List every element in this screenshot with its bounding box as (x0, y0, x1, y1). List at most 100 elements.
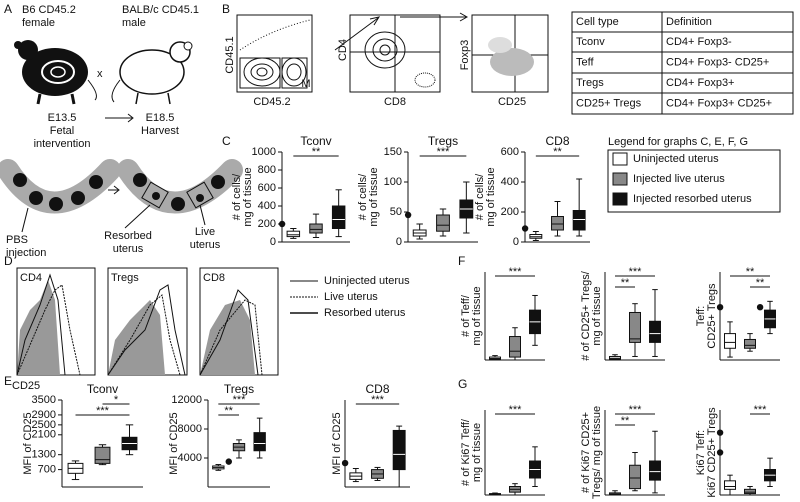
chart-title: Tconv (300, 134, 331, 148)
significance-label: ** (312, 146, 321, 158)
uterus-left (0, 159, 121, 214)
y-tick-label: 600 (258, 182, 276, 194)
outlier (225, 458, 232, 465)
significance-label: * (114, 394, 119, 406)
box (509, 336, 521, 358)
table-header: Definition (666, 16, 712, 28)
y-tick-label: 0 (396, 236, 402, 248)
arrow-head (127, 113, 134, 123)
significance-label: *** (629, 404, 643, 416)
chart-title: Tconv (87, 382, 118, 396)
panel-letter: B (222, 2, 230, 16)
box (649, 320, 661, 343)
y-axis-label: MFI of CD25 (331, 412, 343, 474)
flow-plot-3 (471, 14, 549, 93)
y-axis-label: # of CD25+ Tregs/ (580, 270, 592, 361)
axis-label: Foxp3 (459, 40, 471, 71)
chart-title: CD8 (365, 382, 389, 396)
table-cell: Teff (576, 56, 594, 68)
significance-label: *** (233, 394, 247, 406)
box (253, 432, 266, 452)
label: uterus (190, 239, 221, 251)
significance-label: *** (509, 266, 523, 278)
table-cell: Tconv (576, 36, 605, 48)
legend-label: Injected resorbed uterus (633, 193, 752, 205)
legend-label: Injected live uterus (633, 173, 725, 185)
panel-letter: D (4, 254, 13, 268)
significance-label: ** (756, 277, 765, 289)
label: Harvest (141, 125, 179, 137)
y-tick-label: 600 (501, 146, 519, 158)
box (572, 210, 586, 231)
box (629, 311, 641, 343)
y-tick-label: 100 (384, 176, 402, 188)
table-cell: Tregs (576, 77, 604, 89)
box (629, 464, 641, 490)
label: PBS (6, 234, 28, 246)
outlier (756, 304, 764, 311)
table-frame (571, 11, 794, 115)
outlier (521, 225, 529, 232)
y-tick-label: 400 (501, 176, 519, 188)
y-tick-label: 0 (513, 236, 519, 248)
table-header: Cell type (576, 16, 619, 28)
outlier (716, 449, 724, 456)
y-axis-label: # of Teff/ (460, 294, 472, 337)
outlier (341, 459, 349, 467)
outlier (716, 429, 724, 436)
significance-label: ** (746, 266, 755, 278)
y-axis-label: Teff: (695, 306, 707, 327)
table-cell: CD4+ Foxp3+ CD25+ (666, 97, 772, 109)
label: injection (6, 247, 46, 259)
y-axis-label: mg of tissue (471, 423, 483, 482)
histogram-tregs (107, 267, 188, 376)
y-tick-label: 1000 (252, 146, 276, 158)
y-tick-label: 200 (501, 206, 519, 218)
box (744, 338, 756, 349)
axis-label: CD4 (337, 39, 349, 61)
y-tick-label: 50 (390, 206, 402, 218)
y-tick-label: 700 (38, 464, 56, 476)
y-axis-label: # of cells/ (231, 173, 243, 220)
outlier (404, 211, 412, 219)
y-tick-label: 1300 (32, 449, 56, 461)
histogram-title: Tregs (111, 272, 139, 284)
mouse-male (111, 41, 193, 105)
panel-letter: C (222, 134, 231, 148)
y-tick-label: 4000 (178, 452, 202, 464)
flow-plot-1 (236, 14, 313, 93)
panel-letter: G (458, 377, 467, 391)
label: female (22, 17, 55, 29)
box (94, 446, 111, 464)
y-tick-label: 12000 (171, 394, 202, 406)
significance-label: *** (629, 266, 643, 278)
y-tick-label: 150 (384, 146, 402, 158)
legend-label: Uninjected uterus (324, 275, 410, 287)
label: x (97, 68, 103, 80)
chart-title: Tregs (428, 134, 458, 148)
panel-letter: E (4, 374, 12, 388)
significance-label: *** (509, 404, 523, 416)
box (392, 429, 406, 471)
significance-label: ** (621, 277, 630, 289)
y-axis-label: # of Ki67 CD25+ (580, 412, 592, 493)
box (286, 230, 301, 238)
label: Fetal (50, 125, 74, 137)
label: Resorbed (104, 230, 152, 242)
label: E13.5 (48, 112, 77, 124)
legend-swatch (612, 192, 628, 206)
y-tick-label: 2900 (32, 409, 56, 421)
label: uterus (113, 243, 144, 255)
legend-swatch (612, 152, 628, 166)
box (309, 223, 323, 234)
y-axis-label: mg of tissue (485, 167, 497, 226)
box (744, 488, 756, 495)
histogram-title: CD4 (20, 272, 42, 284)
y-axis-label: Ki67 Teff: (695, 430, 707, 475)
outlier (716, 304, 724, 311)
label: intervention (34, 138, 91, 150)
box (551, 216, 564, 231)
y-tick-label: 2500 (32, 419, 56, 431)
box (724, 480, 736, 490)
